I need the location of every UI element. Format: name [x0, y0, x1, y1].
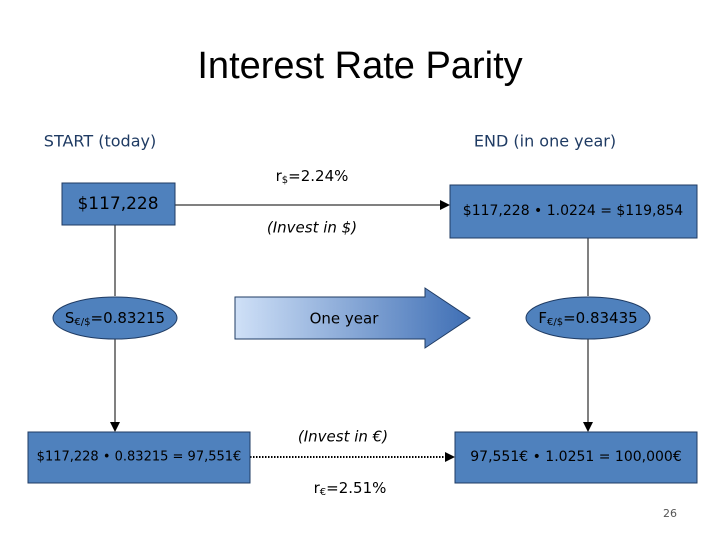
- subscript: €: [320, 487, 326, 498]
- node-label: $117,228 • 1.0224 = $119,854: [463, 203, 683, 219]
- subscript: €/$: [547, 317, 563, 328]
- rate-label: r$=2.24%: [276, 167, 349, 187]
- rate-label: r€=2.51%: [314, 479, 387, 499]
- title: Interest Rate Parity: [197, 45, 522, 87]
- node-label: $117,228: [77, 194, 158, 214]
- start-label: START (today): [44, 132, 156, 151]
- text: r: [314, 479, 321, 497]
- subscript: €/$: [74, 317, 90, 328]
- text: =0.83215: [91, 309, 166, 327]
- text: =2.24%: [288, 167, 348, 185]
- label-bg: [268, 163, 356, 189]
- page-number: 26: [663, 507, 677, 520]
- node: [52, 296, 178, 340]
- edge-label: (Invest in €): [298, 428, 388, 446]
- node-label: F€/$=0.83435: [538, 309, 637, 329]
- end-label: END (in one year): [474, 132, 616, 151]
- text: r: [276, 167, 283, 185]
- text: F: [538, 309, 547, 327]
- node: [454, 431, 698, 484]
- node-label: $117,228 • 0.83215 = 97,551€: [37, 450, 242, 465]
- node: [449, 184, 698, 239]
- arrow-label: One year: [310, 310, 380, 328]
- text: =0.83435: [563, 309, 638, 327]
- node: [525, 296, 651, 340]
- text: =2.51%: [326, 479, 386, 497]
- edge-label: (Invest in $): [267, 219, 357, 237]
- text: S: [65, 309, 75, 327]
- node-label: S€/$=0.83215: [65, 309, 165, 329]
- subscript: $: [282, 175, 288, 186]
- big-arrow: [234, 287, 471, 349]
- node: [61, 182, 176, 226]
- node-label: 97,551€ • 1.0251 = 100,000€: [470, 449, 681, 465]
- node: [27, 431, 251, 484]
